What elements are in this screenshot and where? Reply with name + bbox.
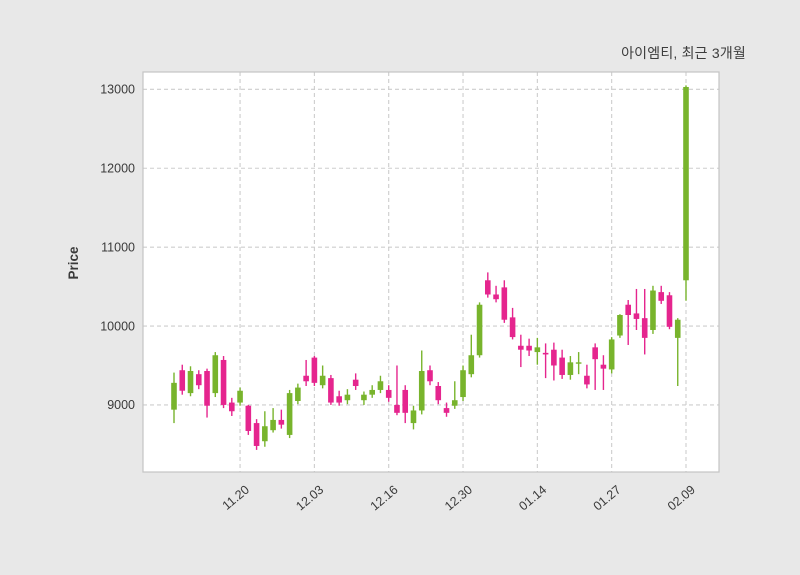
chart-title: 아이엠티, 최근 3개월 — [621, 45, 746, 61]
y-tick-label: 9000 — [107, 398, 135, 412]
candle-body-up — [476, 304, 483, 356]
candle-body-down — [402, 389, 409, 413]
x-tick-label: 12.30 — [442, 483, 475, 514]
candle-body-up — [344, 394, 351, 401]
candle-body-down — [336, 396, 342, 403]
candle-body-up — [237, 390, 243, 403]
candle-body-down — [311, 357, 318, 383]
candle-body-down — [584, 375, 590, 385]
candle-body-down — [509, 317, 516, 338]
candle-body-down — [352, 379, 359, 387]
candle-body-down — [641, 318, 648, 338]
plot-border — [142, 71, 720, 473]
candle-body-up — [212, 355, 219, 394]
candle-body-up — [575, 362, 582, 364]
candle-body-down — [385, 389, 392, 398]
candle-body-down — [204, 371, 210, 406]
candle-body-up — [683, 86, 689, 281]
candle-body-down — [443, 408, 450, 413]
candle-body-up — [451, 400, 458, 406]
candle-body-down — [625, 304, 631, 315]
candle-body-up — [468, 355, 475, 375]
candle-body-up — [319, 375, 326, 386]
candle-body-up — [171, 382, 177, 410]
candle-body-down — [542, 352, 549, 355]
candle-body-down — [485, 280, 491, 295]
candle-body-up — [418, 371, 425, 411]
candle-body-down — [501, 287, 508, 320]
x-tick-label: 11.20 — [220, 483, 252, 513]
candle-body-up — [187, 371, 194, 394]
candle-body-up — [534, 347, 541, 353]
candle-body-down — [658, 292, 665, 301]
candle-body-down — [435, 386, 442, 401]
candle-body-up — [377, 381, 384, 390]
candle-body-down — [666, 295, 673, 327]
candle-body-down — [195, 374, 202, 386]
candle-body-down — [592, 347, 598, 360]
y-tick-label: 13000 — [100, 83, 135, 97]
candle-body-down — [278, 419, 285, 425]
x-tick-label: 02.09 — [665, 483, 698, 514]
candle-body-down — [220, 359, 227, 405]
candle-body-up — [460, 370, 466, 398]
candle-body-down — [551, 349, 557, 366]
candle-body-up — [617, 314, 623, 336]
candle-body-down — [518, 345, 524, 350]
candle-body-down — [253, 423, 260, 446]
candle-body-down — [245, 405, 252, 431]
y-tick-label: 11000 — [101, 240, 135, 254]
candle-body-up — [608, 339, 615, 370]
candle-body-up — [650, 290, 656, 330]
y-tick-label: 12000 — [100, 162, 135, 176]
candle-body-up — [674, 319, 681, 338]
x-tick-label: 12.03 — [293, 483, 326, 514]
candle-body-down — [303, 375, 309, 382]
candle-body-up — [410, 410, 417, 424]
plot-area — [143, 72, 719, 472]
candle-body-down — [559, 357, 565, 375]
candle-body-down — [526, 345, 532, 351]
candle-body-up — [262, 426, 268, 442]
candle-body-up — [286, 393, 293, 435]
candle-body-up — [270, 419, 276, 431]
candle-body-down — [229, 402, 235, 412]
candle-body-down — [179, 370, 186, 391]
candle-body-down — [493, 294, 499, 300]
candle-body-down — [633, 313, 640, 319]
candle-body-down — [427, 370, 433, 382]
x-tick-label: 01.27 — [591, 483, 624, 514]
candle-body-up — [361, 394, 367, 401]
y-tick-label: 10000 — [100, 319, 135, 333]
candle-body-up — [567, 362, 574, 375]
candle-body-down — [600, 364, 607, 369]
candle-body-down — [328, 378, 334, 403]
x-tick-label: 12.16 — [368, 483, 401, 514]
candle-body-up — [295, 387, 301, 401]
x-tick-label: 01.14 — [516, 483, 549, 514]
candle-body-down — [394, 404, 400, 413]
candle-body-up — [369, 389, 375, 395]
